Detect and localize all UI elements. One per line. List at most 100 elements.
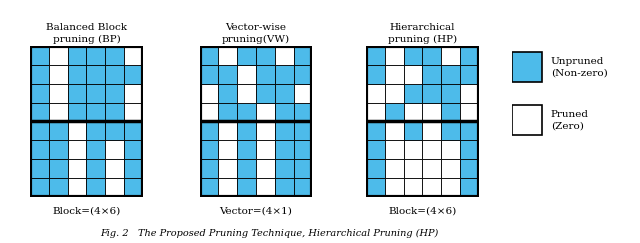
Bar (218, 46, 237, 65)
Bar (441, 140, 460, 159)
Bar (200, 103, 218, 122)
Bar (275, 65, 294, 84)
Bar (422, 159, 441, 178)
Bar (86, 46, 105, 65)
Bar (366, 65, 385, 84)
Bar (256, 46, 275, 65)
Bar (237, 178, 256, 197)
Bar (275, 84, 294, 103)
Bar (218, 140, 237, 159)
Bar (237, 84, 256, 103)
Bar (218, 159, 237, 178)
Bar (275, 122, 294, 140)
Text: Fig. 2   The Proposed Pruning Technique, Hierarchical Pruning (HP): Fig. 2 The Proposed Pruning Technique, H… (100, 229, 438, 238)
Bar (256, 140, 275, 159)
Bar (385, 103, 404, 122)
Bar (441, 103, 460, 122)
Bar (124, 178, 143, 197)
Bar (460, 46, 479, 65)
Bar (460, 159, 479, 178)
Bar (422, 84, 441, 103)
Bar (49, 103, 68, 122)
Bar (86, 84, 105, 103)
Bar (68, 65, 86, 84)
Bar (294, 46, 312, 65)
Bar (404, 65, 422, 84)
Bar (275, 140, 294, 159)
Bar (86, 159, 105, 178)
Bar (68, 159, 86, 178)
Bar (294, 84, 312, 103)
Bar (275, 159, 294, 178)
Bar (385, 159, 404, 178)
Text: Pruned
(Zero): Pruned (Zero) (551, 110, 589, 130)
Bar (366, 84, 385, 103)
Bar (124, 46, 143, 65)
Bar (366, 46, 385, 65)
Bar (124, 103, 143, 122)
Bar (422, 103, 441, 122)
Bar (512, 105, 543, 136)
Bar (460, 65, 479, 84)
Bar (124, 65, 143, 84)
Bar (385, 65, 404, 84)
Bar (294, 103, 312, 122)
Bar (200, 65, 218, 84)
Bar (68, 103, 86, 122)
Bar (237, 159, 256, 178)
Bar (385, 178, 404, 197)
Bar (441, 65, 460, 84)
Bar (237, 122, 256, 140)
Bar (460, 103, 479, 122)
Bar (105, 122, 124, 140)
Bar (86, 178, 105, 197)
Bar (218, 103, 237, 122)
Bar (68, 178, 86, 197)
Bar (256, 178, 275, 197)
Bar (200, 122, 218, 140)
Bar (275, 103, 294, 122)
Bar (124, 84, 143, 103)
Bar (441, 159, 460, 178)
Bar (237, 103, 256, 122)
Bar (385, 46, 404, 65)
Bar (366, 122, 385, 140)
Bar (294, 122, 312, 140)
Bar (30, 178, 49, 197)
Bar (200, 46, 218, 65)
Bar (200, 159, 218, 178)
Bar (422, 178, 441, 197)
Bar (218, 65, 237, 84)
Bar (460, 140, 479, 159)
Bar (237, 140, 256, 159)
Bar (49, 65, 68, 84)
Bar (49, 159, 68, 178)
Bar (422, 122, 441, 140)
Bar (404, 122, 422, 140)
Bar (200, 140, 218, 159)
Bar (124, 122, 143, 140)
Bar (385, 140, 404, 159)
Bar (404, 140, 422, 159)
Bar (30, 140, 49, 159)
Bar (49, 122, 68, 140)
Bar (200, 178, 218, 197)
Bar (404, 178, 422, 197)
Bar (49, 178, 68, 197)
Bar (105, 65, 124, 84)
Bar (49, 140, 68, 159)
Bar (124, 140, 143, 159)
Bar (256, 103, 275, 122)
Bar (366, 159, 385, 178)
Bar (105, 103, 124, 122)
Text: Block=(4×6): Block=(4×6) (388, 207, 456, 216)
Bar (294, 159, 312, 178)
Bar (86, 65, 105, 84)
Bar (105, 84, 124, 103)
Bar (30, 65, 49, 84)
Text: Vector=(4×1): Vector=(4×1) (220, 207, 292, 216)
Bar (366, 103, 385, 122)
Bar (256, 65, 275, 84)
Bar (404, 46, 422, 65)
Bar (256, 122, 275, 140)
